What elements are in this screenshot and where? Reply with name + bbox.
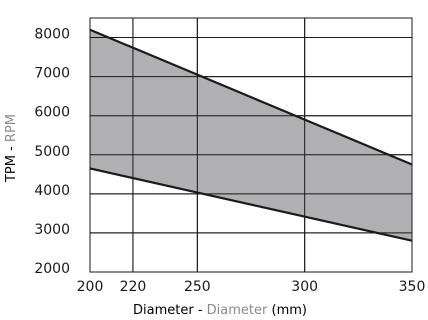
x-tick-250: 250: [184, 279, 211, 295]
y-axis-label-sep: -: [4, 142, 19, 155]
series-upper-line: [89, 28, 413, 166]
y-tick-6000: 6000: [34, 105, 70, 121]
rpm-range-band: [90, 29, 412, 241]
x-axis-label-sep: -: [194, 303, 207, 318]
series-lower-line: [89, 167, 413, 242]
plot-frame: [89, 17, 413, 273]
y-tick-4000: 4000: [34, 183, 70, 199]
x-axis-label-unit: (mm): [267, 303, 307, 318]
x-axis-label-main: Diameter: [133, 303, 194, 318]
y-axis-label-alt: RPM: [4, 114, 19, 142]
x-tick-350: 350: [399, 279, 426, 295]
y-tick-8000: 8000: [34, 27, 70, 43]
y-tick-5000: 5000: [34, 144, 70, 160]
x-tick-200: 200: [77, 279, 104, 295]
y-axis-label-main: TPM: [4, 155, 19, 183]
y-tick-2000: 2000: [34, 261, 70, 277]
x-axis-label: Diameter - Diameter (mm): [133, 303, 307, 318]
y-tick-labels: 2000 3000 4000 5000 6000 7000 8000: [34, 27, 70, 277]
x-tick-220: 220: [120, 279, 147, 295]
x-tick-labels: 200 220 250 300 350: [77, 279, 426, 295]
x-axis-label-alt: Diameter: [207, 303, 268, 318]
x-tick-300: 300: [291, 279, 318, 295]
y-axis-label: TPM - RPM: [4, 114, 19, 183]
y-tick-3000: 3000: [34, 222, 70, 238]
y-tick-7000: 7000: [34, 66, 70, 82]
